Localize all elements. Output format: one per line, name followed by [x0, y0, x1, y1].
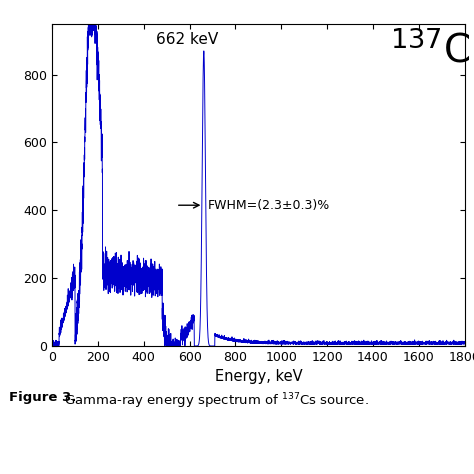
- Text: Gamma-ray energy spectrum of $^{137}$Cs source.: Gamma-ray energy spectrum of $^{137}$Cs …: [64, 391, 369, 410]
- Text: Figure 3.: Figure 3.: [9, 391, 77, 404]
- Text: FWHM=(2.3±0.3)%: FWHM=(2.3±0.3)%: [208, 199, 330, 212]
- X-axis label: Energy, keV: Energy, keV: [215, 369, 302, 384]
- Text: 662 keV: 662 keV: [156, 32, 219, 47]
- Text: $^{137}$C: $^{137}$C: [390, 31, 470, 71]
